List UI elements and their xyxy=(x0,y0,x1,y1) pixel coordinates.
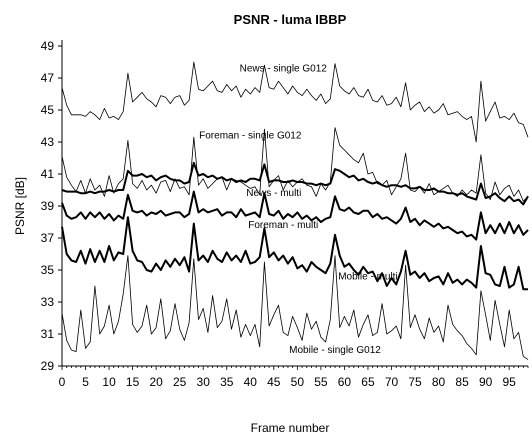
y-tick-label: 33 xyxy=(41,295,55,309)
x-tick-label: 70 xyxy=(385,375,399,389)
y-tick-label: 45 xyxy=(41,103,55,117)
x-tick-label: 40 xyxy=(244,375,258,389)
x-tick-label: 25 xyxy=(173,375,187,389)
y-tick-label: 47 xyxy=(41,71,55,85)
y-tick-label: 35 xyxy=(41,263,55,277)
x-tick-label: 5 xyxy=(82,375,89,389)
series-mobile-multi-line xyxy=(61,216,528,291)
x-tick-label: 80 xyxy=(432,375,446,389)
x-tick-label: 45 xyxy=(267,375,281,389)
x-tick-label: 85 xyxy=(455,375,469,389)
series-news-multi-line xyxy=(61,161,529,206)
series-annotation-label: Mobile - multi xyxy=(338,271,397,282)
x-tick-label: 10 xyxy=(102,375,116,389)
x-tick-label: 60 xyxy=(338,375,352,389)
y-tick-label: 41 xyxy=(41,167,55,181)
series-annotation-label: Foreman - multi xyxy=(248,220,318,231)
plot-area: 29 31 33 35 37 39 41 43 45 47 49 0 5 10 15 20 25 30 35 40 45… xyxy=(41,39,529,389)
series-annotation-label: News - multi xyxy=(246,188,301,199)
x-tick-label: 35 xyxy=(220,375,234,389)
series-foreman-single-g012-line xyxy=(61,127,529,202)
x-tick-label: 0 xyxy=(59,375,66,389)
y-tick-label: 49 xyxy=(41,39,55,53)
chart-title: PSNR - luma IBBP xyxy=(234,12,347,27)
x-tick-label: 65 xyxy=(361,375,375,389)
x-tick-label: 95 xyxy=(502,375,516,389)
x-tick-label: 20 xyxy=(149,375,163,389)
x-tick-label: 90 xyxy=(479,375,493,389)
y-axis-label: PSNR [dB] xyxy=(13,177,27,235)
y-tick-label: 37 xyxy=(41,231,55,245)
x-tick-label: 50 xyxy=(291,375,305,389)
x-tick-label: 75 xyxy=(408,375,422,389)
y-tick-label: 31 xyxy=(41,327,55,341)
y-tick-label: 43 xyxy=(41,135,55,149)
x-tick-label: 15 xyxy=(126,375,140,389)
series-annotation-label: Foreman - single G012 xyxy=(199,131,302,142)
series-annotation-label: Mobile - single G012 xyxy=(289,345,381,356)
y-tick-label: 29 xyxy=(41,359,55,373)
series-news-single-g012-line xyxy=(61,61,529,143)
x-tick-label: 55 xyxy=(314,375,328,389)
x-tick-label: 30 xyxy=(197,375,211,389)
series-mobile-single-g012-line xyxy=(61,255,529,360)
y-tick-label: 39 xyxy=(41,199,55,213)
series-annotation-label: News - single G012 xyxy=(240,63,328,74)
series-foreman-multi-line xyxy=(61,190,529,241)
x-axis-label: Frame number xyxy=(251,421,330,435)
